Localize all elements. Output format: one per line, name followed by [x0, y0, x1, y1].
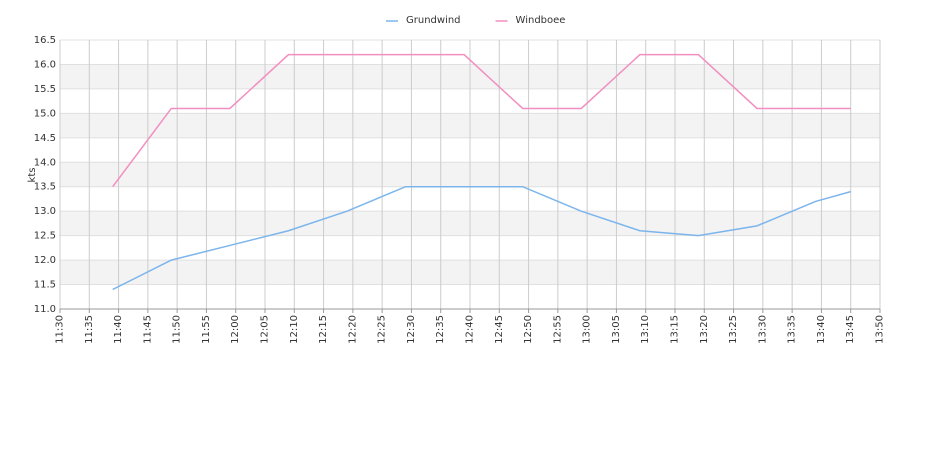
y-tick-label: 12.0 — [34, 255, 56, 266]
legend-label: Grundwind — [406, 15, 461, 26]
x-tick-label: 13:20 — [699, 315, 710, 344]
x-tick-label: 13:40 — [816, 315, 827, 344]
x-tick-label: 11:30 — [55, 315, 66, 344]
y-tick-label: 11.0 — [34, 304, 56, 315]
x-tick-label: 13:10 — [640, 315, 651, 344]
y-tick-label: 14.0 — [34, 157, 56, 168]
x-tick-label: 12:50 — [523, 315, 534, 344]
x-tick-label: 12:00 — [230, 315, 241, 344]
x-tick-label: 13:50 — [875, 315, 886, 344]
y-tick-label: 13.5 — [34, 182, 56, 193]
y-tick-label: 16.0 — [34, 59, 56, 70]
series-line — [112, 185, 851, 291]
x-tick-label: 12:10 — [289, 315, 300, 344]
x-tick-label: 13:35 — [787, 315, 798, 344]
x-tick-label: 13:15 — [670, 315, 681, 344]
x-tick-label: 13:45 — [845, 315, 856, 344]
x-tick-label: 11:45 — [142, 315, 153, 344]
y-tick-label: 16.5 — [34, 35, 56, 46]
x-tick-label: 12:55 — [552, 315, 563, 344]
x-tick-label: 11:35 — [84, 315, 95, 344]
x-tick-label: 12:35 — [435, 315, 446, 344]
y-tick-label: 13.0 — [34, 206, 56, 217]
x-tick-label: 12:40 — [465, 315, 476, 344]
y-tick-label: 15.0 — [34, 108, 56, 119]
x-tick-label: 12:15 — [318, 315, 329, 344]
y-tick-label: 15.5 — [34, 84, 56, 95]
x-tick-label: 13:30 — [757, 315, 768, 344]
x-tick-label: 12:30 — [406, 315, 417, 344]
x-tick-label: 12:45 — [494, 315, 505, 344]
x-tick-label: 12:25 — [377, 315, 388, 344]
series-line — [112, 53, 851, 188]
x-tick-label: 13:25 — [728, 315, 739, 344]
x-tick-label: 12:20 — [347, 315, 358, 344]
y-tick-label: 12.5 — [34, 231, 56, 242]
x-tick-label: 11:40 — [113, 315, 124, 344]
x-tick-label: 11:55 — [201, 315, 212, 344]
x-tick-label: 13:00 — [582, 315, 593, 344]
y-axis-label: kts — [27, 168, 38, 183]
y-tick-label: 11.5 — [34, 280, 56, 291]
y-tick-label: 14.5 — [34, 133, 56, 144]
x-tick-label: 11:50 — [172, 315, 183, 344]
legend-label: Windboee — [516, 15, 566, 26]
x-tick-label: 12:05 — [260, 315, 271, 344]
x-tick-label: 13:05 — [611, 315, 622, 344]
